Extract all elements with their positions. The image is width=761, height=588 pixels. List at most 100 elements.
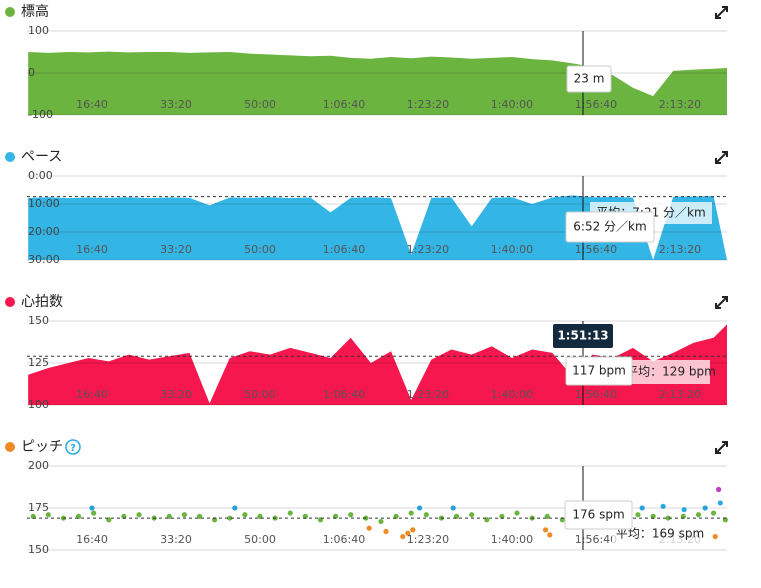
- point: [136, 512, 142, 518]
- x-tick-label: 1:23:20: [407, 533, 449, 546]
- x-tick-label: 1:23:20: [407, 388, 449, 401]
- point: [181, 512, 188, 518]
- point: [450, 505, 456, 511]
- cursor-time-box: [553, 324, 613, 348]
- title-dot: [5, 297, 15, 307]
- y-tick-label: 30:00: [28, 253, 60, 266]
- x-tick-label: 16:40: [76, 533, 108, 546]
- point: [408, 510, 414, 516]
- average-label-box: [612, 524, 708, 544]
- x-tick-label: 2:13:20: [659, 98, 701, 111]
- help-icon[interactable]: [65, 439, 81, 455]
- point: [660, 503, 666, 509]
- x-tick-label: 1:56:40: [575, 533, 617, 546]
- chart-title: 心拍数: [21, 294, 63, 310]
- x-tick-label: 1:06:40: [323, 388, 365, 401]
- y-tick-label: 200: [28, 459, 49, 472]
- point: [287, 510, 293, 516]
- point: [416, 505, 423, 511]
- point: [469, 512, 475, 518]
- point: [710, 510, 717, 516]
- area: [28, 51, 728, 115]
- point: [712, 533, 718, 540]
- x-tick-label: 16:40: [76, 388, 108, 401]
- point: [547, 532, 553, 538]
- tooltip: 117 bpm: [572, 364, 626, 378]
- point: [383, 528, 389, 535]
- x-tick-label: 1:40:00: [491, 98, 533, 111]
- chart-title: 標高: [21, 3, 49, 20]
- y-tick-label: 0: [28, 66, 35, 79]
- x-tick-label: 16:40: [76, 98, 108, 111]
- y-tick-label: 10:00: [28, 197, 60, 210]
- x-tick-label: 1:40:00: [491, 388, 533, 401]
- average-label: 平均：169 spm: [616, 527, 704, 541]
- expand-icon[interactable]: [715, 151, 728, 164]
- title-dot: [5, 7, 15, 17]
- x-tick-label: 33:20: [160, 533, 192, 546]
- y-tick-label: 100: [28, 24, 49, 37]
- y-tick-label: 0:00: [28, 169, 53, 182]
- point: [717, 500, 723, 506]
- point: [196, 513, 203, 520]
- x-tick-label: 33:20: [160, 388, 192, 401]
- expand-icon[interactable]: [715, 6, 728, 19]
- x-tick-label: 1:40:00: [491, 533, 533, 546]
- point: [423, 512, 429, 518]
- point: [378, 518, 384, 525]
- tooltip: 6:52 分／km: [573, 220, 646, 234]
- point: [681, 507, 687, 513]
- cursor-time: 1:51:13: [557, 329, 608, 343]
- area: [28, 324, 728, 405]
- average-label-box: [632, 360, 710, 384]
- tooltip-box: [565, 211, 655, 243]
- point: [716, 486, 722, 493]
- y-tick-label: 125: [28, 356, 49, 369]
- x-tick-label: 50:00: [244, 533, 276, 546]
- y-tick-label: 150: [28, 314, 49, 327]
- x-tick-label: 33:20: [160, 243, 192, 256]
- x-tick-label: 1:56:40: [575, 243, 617, 256]
- x-tick-label: 16:40: [76, 243, 108, 256]
- point: [665, 515, 671, 521]
- x-tick-label: 2:13:20: [659, 388, 701, 401]
- point: [242, 512, 248, 518]
- point: [45, 512, 51, 518]
- point: [227, 515, 233, 521]
- tooltip-box: [565, 356, 633, 386]
- x-tick-label: 1:06:40: [323, 533, 365, 546]
- point: [639, 505, 645, 511]
- tooltip-box: [564, 500, 633, 530]
- expand-icon[interactable]: [715, 441, 728, 454]
- chart-title: ピッチ: [21, 439, 63, 455]
- tooltip: 23 m: [574, 72, 605, 86]
- y-tick-label: 150: [28, 543, 49, 556]
- x-tick-label: 2:13:20: [659, 243, 701, 256]
- x-tick-label: 1:06:40: [323, 98, 365, 111]
- point: [366, 525, 372, 531]
- y-tick-label: -100: [28, 108, 53, 121]
- point: [542, 527, 549, 533]
- expand-icon[interactable]: [715, 296, 728, 309]
- x-tick-label: 1:56:40: [575, 388, 617, 401]
- point: [89, 505, 95, 511]
- point: [702, 505, 708, 511]
- x-tick-label: 1:56:40: [575, 98, 617, 111]
- x-tick-label: 1:23:20: [407, 243, 449, 256]
- help-icon-text: ?: [70, 443, 76, 454]
- point: [91, 510, 97, 516]
- point: [348, 512, 354, 518]
- y-tick-label: 100: [28, 398, 49, 411]
- y-tick-label: 20:00: [28, 225, 60, 238]
- point: [410, 527, 416, 533]
- point: [400, 533, 406, 540]
- chart-title: ペース: [21, 149, 62, 165]
- x-tick-label: 50:00: [244, 388, 276, 401]
- y-tick-label: 175: [28, 501, 49, 514]
- point: [405, 530, 411, 536]
- x-tick-label: 1:40:00: [491, 243, 533, 256]
- x-tick-label: 1:23:20: [407, 98, 449, 111]
- average-label: 平均：129 bpm: [626, 365, 716, 379]
